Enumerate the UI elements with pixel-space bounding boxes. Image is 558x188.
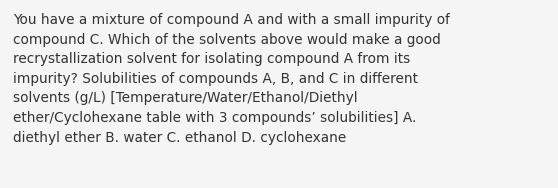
Text: diethyl ether B. water C. ethanol D. cyclohexane: diethyl ether B. water C. ethanol D. cyc… bbox=[13, 131, 347, 145]
Text: solvents (g/L) [Temperature/Water/Ethanol/Diethyl: solvents (g/L) [Temperature/Water/Ethano… bbox=[13, 91, 358, 105]
Text: impurity? Solubilities of compounds A, B, and C in different: impurity? Solubilities of compounds A, B… bbox=[13, 72, 418, 86]
Text: You have a mixture of compound A and with a small impurity of: You have a mixture of compound A and wit… bbox=[13, 13, 450, 27]
Text: compound C. Which of the solvents above would make a good: compound C. Which of the solvents above … bbox=[13, 33, 441, 47]
Text: recrystallization solvent for isolating compound A from its: recrystallization solvent for isolating … bbox=[13, 52, 410, 66]
Text: ether/Cyclohexane table with 3 compounds’ solubilities] A.: ether/Cyclohexane table with 3 compounds… bbox=[13, 111, 416, 125]
